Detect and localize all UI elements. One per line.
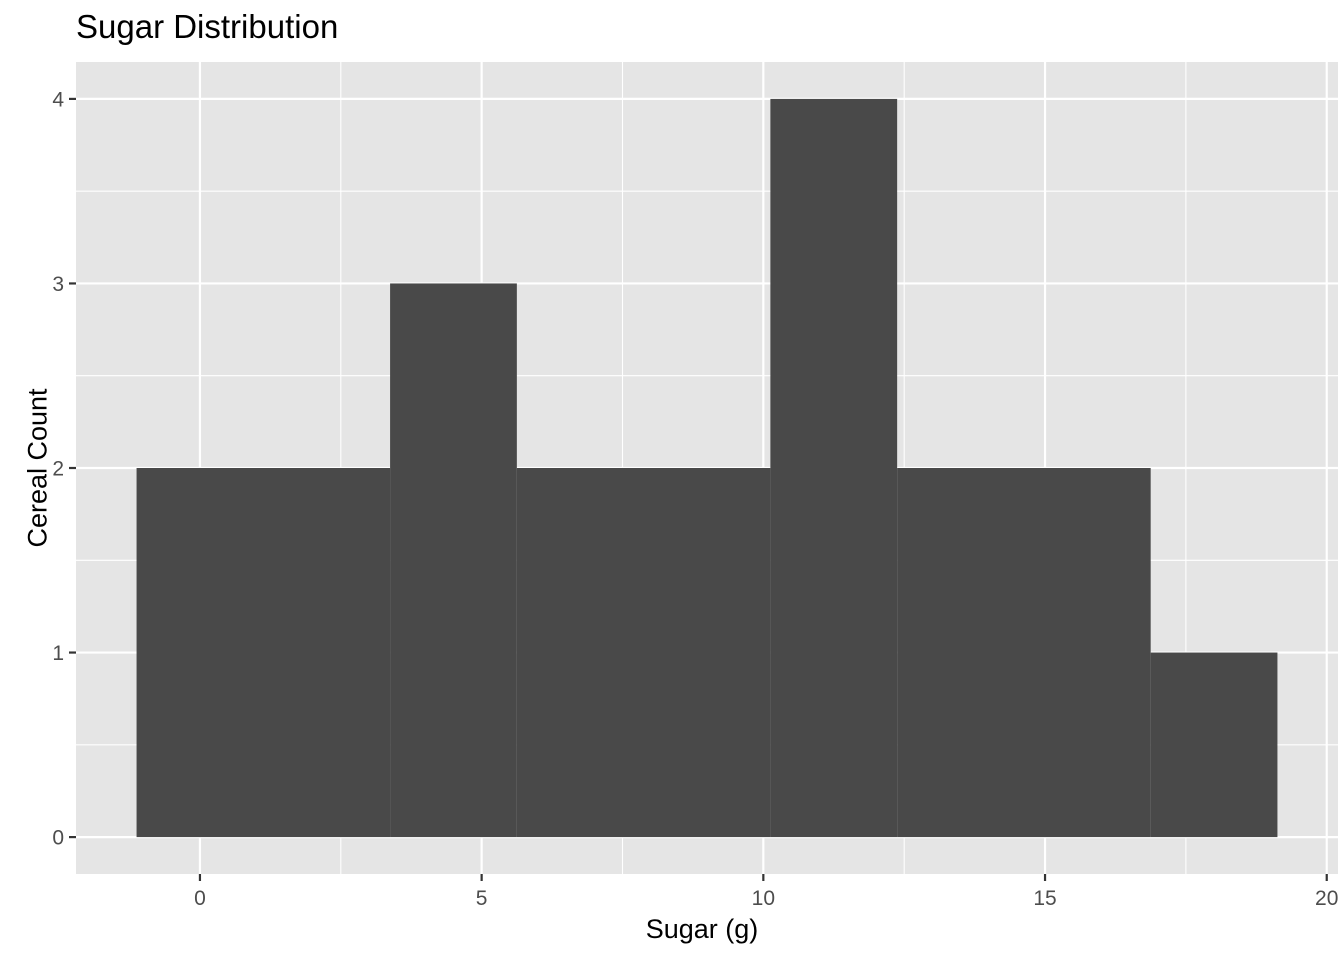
histogram-bar-2 [516, 468, 771, 838]
y-axis-title: Cereal Count [22, 388, 53, 548]
chart-title: Sugar Distribution [76, 8, 339, 45]
x-tick-label: 20 [1315, 887, 1338, 910]
histogram-bar-4 [897, 468, 1151, 838]
histogram-bar-1 [390, 283, 517, 838]
histogram-bar-5 [1150, 652, 1278, 838]
y-axis: 0 1 2 3 4 [52, 88, 76, 850]
y-tick-label: 4 [52, 88, 64, 111]
y-tick-label: 1 [52, 642, 64, 665]
x-tick-label: 0 [194, 887, 206, 910]
histogram-bar-0 [136, 468, 391, 838]
y-tick-label: 3 [52, 273, 64, 296]
x-tick-label: 5 [476, 887, 488, 910]
y-tick-label: 0 [52, 827, 64, 850]
x-axis-title: Sugar (g) [645, 914, 759, 944]
x-tick-label: 15 [1033, 887, 1056, 910]
histogram-bar-3 [770, 98, 898, 838]
x-axis: 0 5 10 15 20 [194, 874, 1338, 910]
y-tick-label: 2 [52, 458, 64, 481]
histogram-bars [136, 98, 1278, 838]
x-tick-label: 10 [752, 887, 775, 910]
